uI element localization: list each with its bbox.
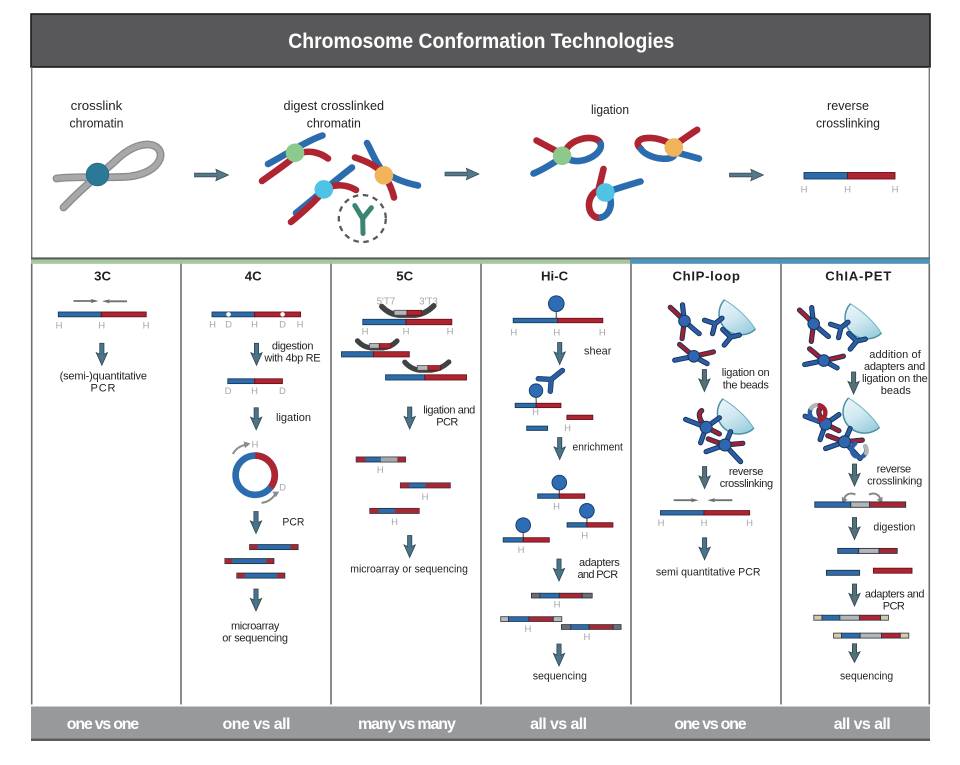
- svg-text:chromatin: chromatin: [307, 116, 361, 131]
- svg-text:H: H: [510, 327, 517, 338]
- svg-text:H: H: [746, 518, 753, 529]
- svg-text:chromatin: chromatin: [70, 116, 124, 131]
- svg-text:4C: 4C: [245, 268, 262, 283]
- svg-text:microarray: microarray: [231, 620, 280, 632]
- svg-text:crosslinking: crosslinking: [816, 116, 880, 131]
- svg-text:crosslinking: crosslinking: [720, 478, 773, 490]
- svg-text:Chromosome Conformation Techno: Chromosome Conformation Technologies: [288, 30, 674, 53]
- svg-text:H: H: [143, 320, 150, 331]
- svg-text:ligation and: ligation and: [423, 404, 475, 416]
- svg-text:shear: shear: [584, 345, 612, 357]
- svg-text:H: H: [553, 502, 560, 513]
- svg-text:Hi-C: Hi-C: [541, 268, 569, 283]
- svg-text:D: D: [225, 319, 232, 330]
- svg-text:H: H: [801, 185, 808, 196]
- svg-text:H: H: [581, 530, 588, 541]
- svg-text:H: H: [564, 423, 571, 434]
- svg-text:reverse: reverse: [827, 98, 869, 113]
- svg-text:sequencing: sequencing: [840, 671, 893, 683]
- svg-text:ChIP-loop: ChIP-loop: [672, 268, 740, 283]
- svg-text:one vs all: one vs all: [223, 716, 291, 733]
- svg-text:adapters and: adapters and: [864, 361, 925, 373]
- svg-text:H: H: [532, 407, 539, 418]
- svg-text:crosslink: crosslink: [71, 98, 123, 113]
- svg-text:D: D: [225, 386, 232, 397]
- svg-text:H: H: [447, 327, 454, 338]
- svg-text:H: H: [403, 327, 410, 338]
- svg-text:digestion: digestion: [873, 521, 915, 533]
- svg-text:PCR: PCR: [91, 382, 116, 394]
- svg-text:beads: beads: [881, 385, 912, 397]
- svg-text:PCR: PCR: [436, 416, 458, 428]
- svg-text:many vs many: many vs many: [358, 716, 456, 733]
- svg-text:H: H: [554, 600, 561, 611]
- svg-text:H: H: [377, 465, 384, 476]
- svg-text:PCR: PCR: [883, 600, 905, 612]
- svg-text:ligation: ligation: [591, 102, 629, 117]
- svg-text:5'T7: 5'T7: [377, 296, 396, 307]
- svg-text:reverse: reverse: [729, 466, 764, 478]
- svg-text:H: H: [422, 492, 429, 503]
- svg-text:H: H: [599, 327, 606, 338]
- svg-text:addition of: addition of: [869, 349, 921, 361]
- svg-text:all vs all: all vs all: [530, 716, 587, 733]
- svg-text:ligation: ligation: [276, 412, 311, 424]
- svg-text:digestion: digestion: [272, 340, 314, 352]
- svg-text:microarray or sequencing: microarray or sequencing: [350, 563, 468, 575]
- svg-text:H: H: [892, 185, 899, 196]
- svg-text:or sequencing: or sequencing: [222, 632, 288, 644]
- svg-text:all vs all: all vs all: [834, 716, 891, 733]
- svg-text:H: H: [251, 319, 258, 330]
- svg-text:H: H: [844, 185, 851, 196]
- svg-text:H: H: [98, 320, 105, 331]
- svg-text:H: H: [518, 545, 525, 556]
- svg-text:H: H: [56, 320, 63, 331]
- svg-text:one vs one: one vs one: [674, 716, 746, 733]
- svg-text:H: H: [553, 327, 560, 338]
- svg-text:D: D: [279, 386, 286, 397]
- svg-text:adapters: adapters: [579, 557, 620, 569]
- svg-text:crosslinking: crosslinking: [867, 476, 922, 488]
- svg-text:PCR: PCR: [282, 516, 304, 528]
- svg-text:ligation on the: ligation on the: [862, 373, 928, 385]
- svg-text:adapters and: adapters and: [865, 588, 925, 600]
- svg-text:(semi-)quantitative: (semi-)quantitative: [60, 371, 147, 383]
- svg-text:H: H: [297, 319, 304, 330]
- svg-text:ligation on: ligation on: [722, 367, 770, 379]
- svg-text:digest crosslinked: digest crosslinked: [284, 98, 385, 113]
- svg-text:with 4bp RE: with 4bp RE: [263, 352, 320, 364]
- svg-text:one vs one: one vs one: [67, 716, 139, 733]
- svg-text:H: H: [251, 386, 258, 397]
- svg-text:3'T3: 3'T3: [419, 296, 438, 307]
- svg-text:semi quantitative PCR: semi quantitative PCR: [656, 567, 761, 579]
- svg-text:enrichment: enrichment: [573, 441, 623, 453]
- svg-text:3C: 3C: [94, 268, 111, 283]
- svg-text:ChIA-PET: ChIA-PET: [825, 268, 891, 283]
- svg-text:D: D: [279, 319, 286, 330]
- svg-text:the beads: the beads: [723, 379, 770, 391]
- svg-text:and PCR: and PCR: [577, 569, 618, 581]
- svg-text:reverse: reverse: [877, 464, 912, 476]
- svg-text:H: H: [658, 518, 665, 529]
- svg-text:H: H: [701, 518, 708, 529]
- svg-text:H: H: [209, 319, 216, 330]
- svg-text:H: H: [524, 624, 531, 635]
- svg-text:5C: 5C: [396, 268, 413, 283]
- svg-text:H: H: [362, 327, 369, 338]
- svg-text:sequencing: sequencing: [533, 671, 587, 683]
- svg-text:H: H: [391, 517, 398, 528]
- svg-text:H: H: [583, 632, 590, 643]
- svg-text:D: D: [279, 483, 286, 494]
- svg-text:H: H: [251, 440, 258, 451]
